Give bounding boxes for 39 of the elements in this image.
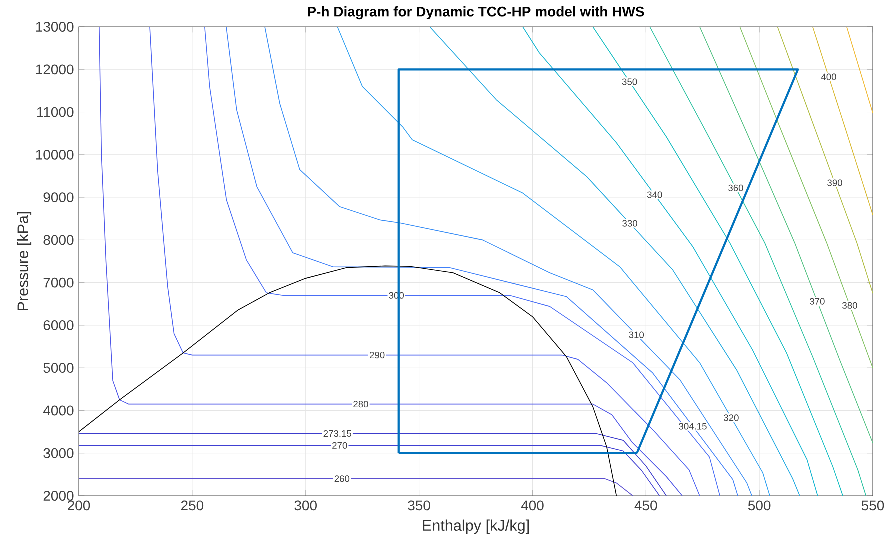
- y-tick-label: 4000: [43, 406, 74, 416]
- series-label: 270: [332, 442, 348, 449]
- x-tick-label: 400: [521, 500, 544, 511]
- series-label: 320: [724, 414, 739, 422]
- y-tick-label: 12000: [36, 64, 74, 75]
- series-label: 340: [647, 192, 662, 198]
- y-tick-label: 2000: [44, 491, 74, 501]
- y-axis-title: Pressure [kPa]: [17, 212, 32, 311]
- series-label: 380: [842, 302, 858, 309]
- y-tick-label: 5000: [44, 363, 74, 374]
- y-tick-label: 9000: [44, 192, 74, 203]
- series-label: 390: [828, 180, 842, 186]
- series-label: 370: [810, 298, 825, 305]
- chart-title: P-h Diagram for Dynamic TCC-HP model with HWS: [308, 6, 644, 20]
- series-label: 360: [728, 184, 744, 192]
- x-tick-label: 300: [294, 500, 317, 511]
- y-tick-label: 13000: [36, 22, 74, 32]
- series-label: 280: [354, 401, 368, 408]
- x-tick-label: 250: [181, 500, 204, 511]
- y-tick-label: 3000: [44, 448, 74, 458]
- series-label: 304.15: [679, 423, 707, 430]
- x-tick-label: 350: [408, 500, 430, 511]
- x-tick-label: 550: [862, 500, 884, 511]
- series-label: 290: [370, 352, 385, 359]
- x-tick-label: 450: [634, 500, 658, 511]
- x-axis-title: Enthalpy [kJ/kg]: [423, 520, 530, 534]
- series-label: 400: [821, 74, 836, 80]
- y-tick-label: 7000: [44, 278, 74, 288]
- series-label: 310: [629, 332, 644, 338]
- series-label: 350: [622, 78, 638, 86]
- series-label: 273.15: [324, 430, 352, 438]
- x-tick-label: 500: [748, 500, 771, 511]
- series-label: 330: [622, 220, 638, 227]
- y-tick-label: 10000: [36, 150, 74, 160]
- y-tick-label: 11000: [37, 107, 74, 118]
- y-tick-label: 6000: [44, 320, 74, 330]
- y-tick-label: 8000: [44, 235, 74, 246]
- x-tick-label: 200: [68, 500, 90, 511]
- series-label: 260: [334, 476, 350, 482]
